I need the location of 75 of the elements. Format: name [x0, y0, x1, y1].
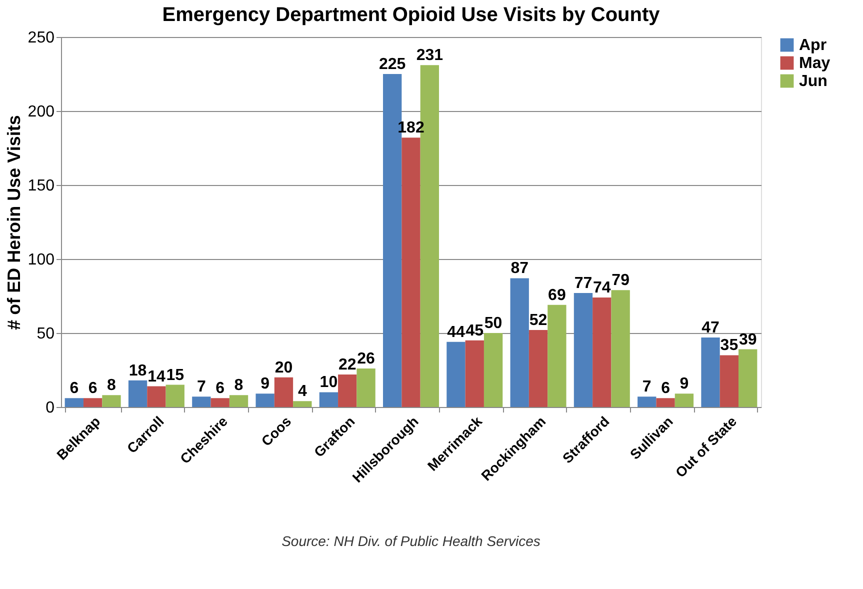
- bar: [528, 330, 548, 407]
- data-label: 6: [661, 380, 670, 398]
- bar: [338, 374, 357, 407]
- data-label: 9: [680, 376, 689, 393]
- data-label: 44: [447, 324, 465, 341]
- data-label: 14: [148, 368, 166, 386]
- source-note: Source: NH Div. of Public Health Services: [282, 533, 540, 549]
- data-label: 7: [642, 378, 652, 396]
- bar: [592, 297, 612, 407]
- bar: [64, 398, 84, 407]
- bar: [402, 138, 420, 407]
- data-label: 39: [738, 331, 757, 348]
- data-label: 8: [234, 377, 244, 394]
- bar: [229, 395, 248, 407]
- data-label: 69: [548, 286, 566, 304]
- data-label: 50: [484, 315, 502, 332]
- bar: [611, 290, 630, 407]
- bar: [256, 394, 274, 407]
- bar: [128, 380, 148, 407]
- chart-title: Emergency Department Opioid Use Visits by County: [162, 4, 661, 26]
- y-tick-label: 100: [28, 252, 55, 268]
- data-label: 225: [378, 56, 406, 73]
- bar: [274, 377, 294, 407]
- bar: [574, 293, 593, 407]
- data-label: 20: [274, 359, 293, 376]
- bar: [102, 395, 121, 407]
- bar: [510, 278, 529, 407]
- data-label: 74: [593, 279, 611, 296]
- bar: [465, 340, 484, 407]
- data-label: 22: [338, 356, 356, 374]
- y-axis-title: # of ED Heroin Use Visits: [4, 115, 24, 330]
- data-label: 77: [574, 275, 592, 292]
- bar: [738, 349, 758, 407]
- legend-label: May: [799, 55, 830, 72]
- data-label: 35: [720, 337, 738, 354]
- data-label: 47: [702, 319, 720, 336]
- bar: [484, 333, 503, 407]
- data-label: 26: [357, 350, 376, 368]
- bar: [656, 398, 675, 407]
- data-label: 9: [260, 376, 270, 393]
- data-label: 52: [529, 312, 548, 330]
- data-label: 18: [128, 362, 147, 380]
- data-label: 45: [466, 322, 484, 340]
- data-label: 231: [416, 47, 444, 64]
- bar: [147, 386, 166, 407]
- y-tick-label: 200: [28, 104, 55, 120]
- data-label: 79: [612, 272, 630, 290]
- data-label: 4: [298, 383, 307, 400]
- y-tick-label: 150: [28, 178, 55, 194]
- bar: [83, 398, 102, 407]
- data-label: 15: [166, 366, 184, 384]
- data-label: 10: [320, 374, 338, 392]
- bar: [674, 394, 694, 407]
- bar: [446, 342, 466, 407]
- data-label: 6: [88, 380, 98, 398]
- bar: [210, 398, 230, 407]
- data-label: 7: [196, 378, 206, 396]
- data-label: 6: [70, 380, 79, 398]
- y-tick-label: 250: [28, 30, 55, 46]
- data-label: 87: [510, 260, 529, 278]
- legend-label: Apr: [799, 37, 827, 54]
- y-tick-label: 0: [46, 400, 55, 416]
- legend-label: Jun: [799, 73, 828, 90]
- bar: [356, 368, 376, 407]
- data-label: 6: [216, 380, 225, 398]
- bar: [638, 396, 656, 407]
- bar: [701, 337, 720, 407]
- data-label: 8: [107, 377, 116, 394]
- bar: [293, 401, 312, 407]
- y-tick-label: 50: [36, 326, 55, 342]
- bar: [166, 384, 184, 407]
- bar: [548, 304, 566, 407]
- bar: [192, 396, 211, 407]
- bar: [720, 355, 739, 407]
- bar: [319, 392, 338, 407]
